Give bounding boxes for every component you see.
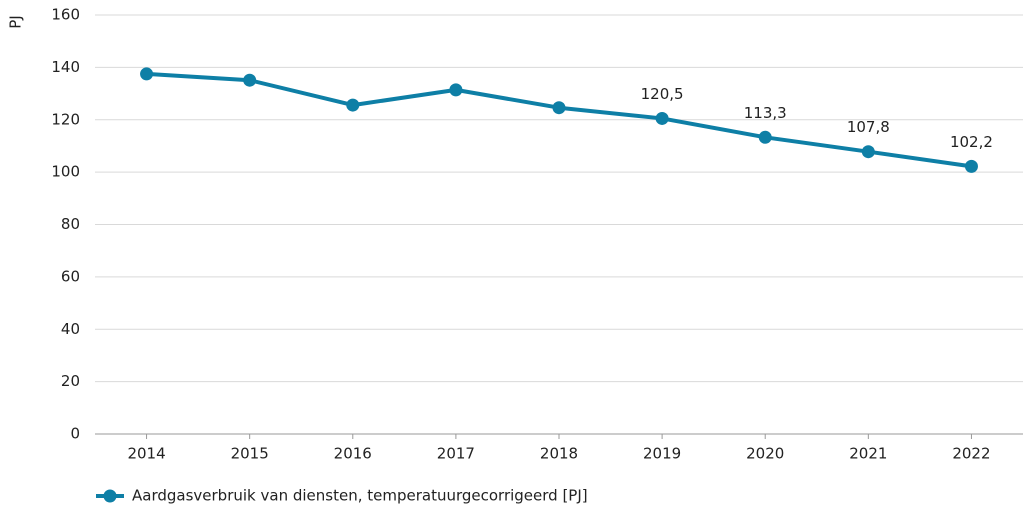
marker (552, 101, 566, 115)
x-tick-label: 2019 (643, 445, 681, 463)
y-tick-label: 120 (51, 110, 80, 128)
x-tick-label: 2016 (334, 445, 372, 463)
data-label: 102,2 (950, 133, 993, 151)
marker (964, 159, 978, 173)
y-tick-label: 20 (61, 372, 80, 390)
marker (758, 130, 772, 144)
y-tick-label: 100 (51, 163, 80, 181)
x-tick-label: 2021 (849, 445, 887, 463)
x-tick-label: 2015 (231, 445, 269, 463)
x-tick-label: 2017 (437, 445, 475, 463)
y-tick-label: 40 (61, 320, 80, 338)
legend-label: Aardgasverbruik van diensten, temperatuu… (132, 487, 588, 505)
y-tick-label: 160 (51, 6, 80, 24)
y-tick-label: 0 (70, 425, 80, 443)
y-tick-label: 80 (61, 215, 80, 233)
marker (449, 83, 463, 97)
marker (861, 145, 875, 159)
x-tick-label: 2014 (127, 445, 165, 463)
x-tick-label: 2022 (952, 445, 990, 463)
marker (140, 67, 154, 81)
legend-marker (103, 489, 117, 503)
y-tick-label: 60 (61, 267, 80, 285)
y-tick-label: 140 (51, 58, 80, 76)
marker (655, 111, 669, 125)
x-tick-label: 2018 (540, 445, 578, 463)
x-tick-label: 2020 (746, 445, 784, 463)
marker (346, 98, 360, 112)
marker (243, 73, 257, 87)
data-label: 107,8 (847, 118, 890, 136)
data-label: 120,5 (641, 85, 684, 103)
data-label: 113,3 (744, 104, 787, 122)
y-axis-label: PJ (7, 15, 25, 28)
